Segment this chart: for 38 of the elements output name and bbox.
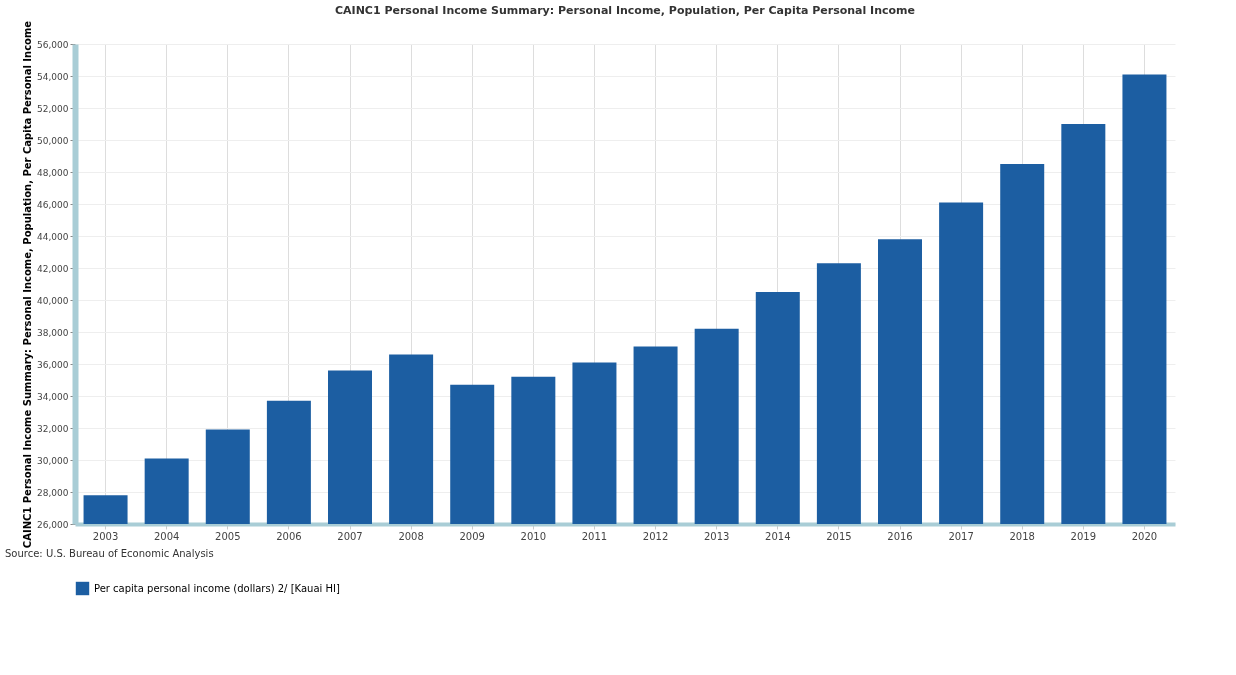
y-tick-label: 34,000: [37, 391, 69, 402]
y-tick-label: 56,000: [37, 39, 69, 50]
chart-title: CAINC1 Personal Income Summary: Personal Income, Population, Per Capita Personal Income: [334, 4, 916, 18]
x-tick-label: 2011: [581, 530, 608, 542]
y-tick-label: 54,000: [37, 71, 69, 82]
y-tick-label: 36,000: [37, 359, 69, 370]
y-tick-label: 30,000: [37, 455, 69, 466]
x-tick-label: 2016: [887, 530, 913, 542]
x-tick-label: 2014: [765, 530, 791, 542]
y-tick-label: 42,000: [37, 263, 69, 274]
x-tick-label: 2003: [92, 530, 119, 542]
x-tick-label: 2013: [703, 530, 730, 542]
x-tick-label: 2019: [1070, 530, 1097, 542]
x-tick-label: 2009: [459, 530, 485, 542]
y-tick-label: 46,000: [37, 199, 69, 210]
y-tick-label: 52,000: [37, 103, 69, 114]
x-tick-label: 2010: [520, 530, 547, 542]
y-tick-label: 38,000: [37, 327, 69, 338]
x-tick-label: 2017: [948, 530, 974, 542]
x-tick-label: 2012: [642, 530, 669, 542]
y-tick-label: 28,000: [37, 487, 69, 498]
legend-label: Per capita personal income (dollars) 2/ [Kauai HI]: [94, 582, 340, 594]
y-tick-label: 50,000: [37, 135, 69, 146]
source-note: Source: U.S. Bureau of Economic Analysis: [5, 548, 214, 559]
y-axis-title: CAINC1 Personal Income Summary: Personal Income, Population, Per Capita Personal Income: [22, 20, 34, 549]
x-tick-label: 2015: [826, 530, 852, 542]
y-tick-label: 48,000: [37, 167, 69, 178]
x-tick-label: 2008: [398, 530, 424, 542]
x-tick-label: 2018: [1009, 530, 1035, 542]
x-tick-label: 2005: [215, 530, 241, 542]
x-tick-label: 2006: [276, 530, 302, 542]
y-tick-label: 40,000: [37, 295, 69, 306]
x-tick-label: 2020: [1131, 530, 1158, 542]
y-tick-label: 26,000: [37, 519, 69, 530]
y-tick-label: 32,000: [37, 423, 69, 434]
y-tick-label: 44,000: [37, 231, 69, 242]
x-tick-label: 2004: [153, 530, 180, 542]
x-tick-label: 2007: [337, 530, 363, 542]
